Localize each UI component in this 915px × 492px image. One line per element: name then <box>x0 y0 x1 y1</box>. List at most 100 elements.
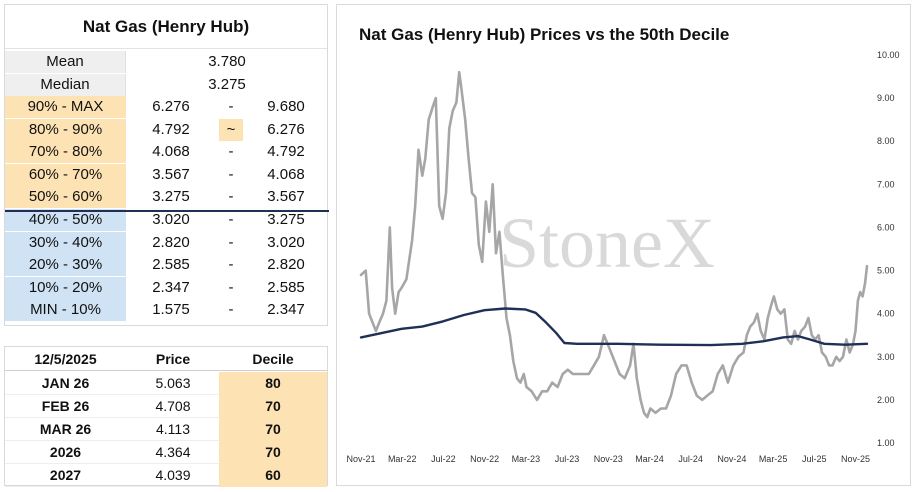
x-tick-label: Nov-25 <box>841 454 870 464</box>
y-tick-label: 4.00 <box>877 309 895 319</box>
contract-decile: 60 <box>219 464 327 487</box>
x-tick-label: Jul-23 <box>555 454 580 464</box>
contract-decile: 80 <box>219 372 327 395</box>
x-tick-label: Nov-23 <box>594 454 623 464</box>
decile-separator: - <box>228 301 234 319</box>
y-tick-label: 3.00 <box>877 352 895 362</box>
decile-range-label: 50% - 60% <box>5 186 126 209</box>
contract-label: 2026 <box>49 444 82 460</box>
x-tick-label: Jul-24 <box>678 454 703 464</box>
decile-high-value: 2.347 <box>267 301 305 319</box>
y-tick-label: 1.00 <box>877 438 895 448</box>
forward-row: FEB 26 4.708 70 <box>5 395 327 418</box>
decile-high-value: 4.068 <box>267 165 305 183</box>
y-tick-label: 7.00 <box>877 179 895 189</box>
contract-label: JAN 26 <box>41 375 90 391</box>
contract-label: MAR 26 <box>39 421 92 437</box>
x-tick-label: Mar-23 <box>512 454 541 464</box>
mean-value: 3.780 <box>208 53 246 70</box>
contract-decile: 70 <box>219 418 327 441</box>
forward-table: 12/5/2025 Price Decile JAN 26 5.063 80 FEB … <box>4 346 328 487</box>
decile-low-value: 2.820 <box>152 233 190 251</box>
contract-price: 4.039 <box>155 467 191 483</box>
decile-low-value: 1.575 <box>152 301 190 319</box>
contract-price: 4.364 <box>155 444 191 460</box>
decile-separator: - <box>228 98 234 115</box>
decile-table-title: Nat Gas (Henry Hub) <box>5 5 327 49</box>
decile-row: 20% - 30% 2.585 - 2.820 <box>5 254 327 277</box>
x-tick-label: Jul-25 <box>802 454 827 464</box>
decile-high-value: 2.820 <box>267 256 305 274</box>
contract-decile: 70 <box>219 395 327 418</box>
x-tick-label: Mar-25 <box>759 454 788 464</box>
decile-range-label: 60% - 70% <box>5 163 126 186</box>
decile-range-label: 70% - 80% <box>5 141 126 164</box>
decile-table: Nat Gas (Henry Hub) Mean 3.780 Median 3.… <box>4 4 329 326</box>
decile-range-label: 80% - 90% <box>5 118 126 141</box>
decile-low-value: 3.567 <box>152 165 190 183</box>
contract-price: 4.708 <box>155 398 191 414</box>
y-tick-label: 9.00 <box>877 93 895 103</box>
decile-separator: - <box>228 165 234 183</box>
decile-high-value: 4.792 <box>267 143 305 161</box>
header-decile: Decile <box>252 351 294 367</box>
decile-high-value: 6.276 <box>267 120 305 138</box>
decile-row: 50% - 60% 3.275 - 3.567 <box>5 186 327 209</box>
y-tick-label: 2.00 <box>877 395 895 405</box>
decile-row: 60% - 70% 3.567 - 4.068 <box>5 163 327 187</box>
contract-decile: 70 <box>219 441 327 464</box>
chart-panel: Nat Gas (Henry Hub) Prices vs the 50th D… <box>336 4 911 486</box>
x-tick-label: Nov-21 <box>346 454 375 464</box>
mean-label: Mean <box>5 51 126 73</box>
header-date: 12/5/2025 <box>34 351 97 367</box>
decile-separator: - <box>228 233 234 251</box>
forward-row: JAN 26 5.063 80 <box>5 372 327 395</box>
forward-table-header: 12/5/2025 Price Decile <box>5 347 327 371</box>
median-divider <box>5 210 329 212</box>
contract-price: 5.063 <box>155 375 191 391</box>
decile-low-value: 2.585 <box>152 256 190 274</box>
y-tick-label: 5.00 <box>877 266 895 276</box>
x-tick-label: Jul-22 <box>431 454 456 464</box>
x-tick-label: Mar-22 <box>388 454 417 464</box>
x-tick-label: Nov-22 <box>470 454 499 464</box>
watermark-text: StoneX <box>499 203 715 283</box>
decile-separator: - <box>228 256 234 274</box>
decile-separator: - <box>228 211 234 228</box>
median-value: 3.275 <box>208 76 246 93</box>
y-tick-label: 10.00 <box>877 50 900 60</box>
decile-high-value: 2.585 <box>267 278 305 296</box>
contract-label: 2027 <box>49 467 82 483</box>
decile-row: 80% - 90% 4.792 ~6.276 <box>5 118 327 142</box>
decile-separator: - <box>228 143 234 161</box>
x-tick-label: Mar-24 <box>635 454 664 464</box>
decile-range-label: 90% - MAX <box>5 96 126 118</box>
decile-row: 90% - MAX 6.276 - 9.680 <box>5 96 327 119</box>
decile-range-label: 30% - 40% <box>5 231 126 254</box>
decile-range-label: MIN - 10% <box>5 299 126 322</box>
decile-row: 40% - 50% 3.020 - 3.275 <box>5 209 327 232</box>
mean-row: Mean 3.780 <box>5 51 327 73</box>
decile-range-label: 10% - 20% <box>5 276 126 299</box>
forward-row: MAR 26 4.113 70 <box>5 418 327 441</box>
decile-low-value: 6.276 <box>152 98 190 115</box>
y-tick-label: 6.00 <box>877 222 895 232</box>
decile-separator: - <box>228 278 234 296</box>
decile-series-line <box>359 307 869 347</box>
decile-low-value: 4.068 <box>152 143 190 161</box>
decile-row: 10% - 20% 2.347 - 2.585 <box>5 276 327 300</box>
header-price: Price <box>155 351 191 367</box>
decile-high-value: 3.020 <box>267 233 305 251</box>
decile-low-value: 3.020 <box>152 211 190 228</box>
decile-high-value: 3.275 <box>267 211 305 228</box>
decile-separator: - <box>228 188 234 206</box>
decile-high-value: 3.567 <box>267 188 305 206</box>
median-label: Median <box>5 74 126 96</box>
decile-row: 30% - 40% 2.820 - 3.020 <box>5 231 327 255</box>
decile-low-value: 3.275 <box>152 188 190 206</box>
decile-low-value: 4.792 <box>152 120 190 138</box>
price-chart: StoneX 1.00 2.00 3.00 4.00 5.00 6.00 7.00 8.00 9.… <box>346 50 900 464</box>
median-row: Median 3.275 <box>5 74 327 96</box>
decile-low-value: 2.347 <box>152 278 190 296</box>
contract-price: 4.113 <box>156 421 190 437</box>
